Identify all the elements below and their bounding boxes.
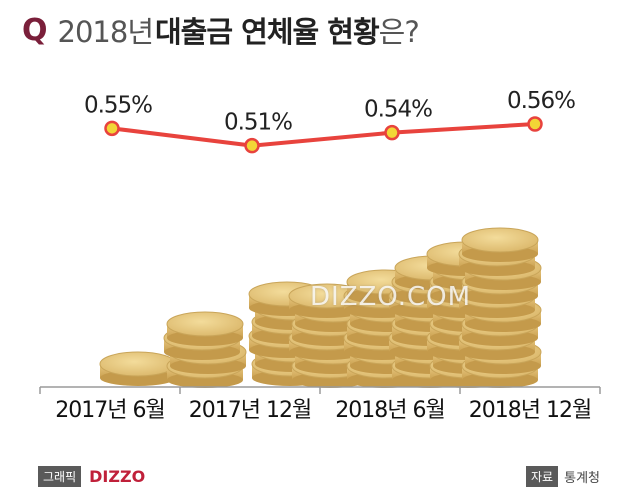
data-point <box>527 116 543 132</box>
data-label: 0.51% <box>224 110 292 136</box>
source-value: 통계청 <box>564 471 600 486</box>
q-mark: Q <box>22 12 48 48</box>
data-point <box>104 120 120 137</box>
x-tick-label: 2017년 12월 <box>188 398 312 423</box>
graphic-badge: 그래픽 <box>38 466 82 487</box>
chart-title: Q 2018년 대출금 연체율 현황 은? <box>22 8 420 52</box>
footer-source: 자료 통계청 <box>526 466 600 487</box>
x-tick-label: 2017년 6월 <box>55 398 165 423</box>
data-label: 0.55% <box>84 92 152 118</box>
watermark: DIZZO.COM <box>310 282 472 312</box>
x-tick-label: 2018년 12월 <box>468 398 592 423</box>
coin <box>166 311 244 346</box>
data-point <box>384 124 400 141</box>
title-question: 은? <box>378 15 420 49</box>
coin <box>99 351 177 386</box>
title-subject: 대출금 연체율 현황 <box>155 15 380 49</box>
series-line <box>111 122 536 148</box>
coin <box>461 227 539 262</box>
data-point <box>244 137 260 154</box>
coin-stacks-illustration <box>99 227 542 388</box>
footer-credit: 그래픽 DIZZO <box>38 466 145 487</box>
x-tick-label: 2018년 6월 <box>335 398 445 423</box>
data-label: 0.56% <box>507 88 575 114</box>
source-badge: 자료 <box>526 466 559 487</box>
title-year: 2018년 <box>57 15 154 49</box>
brand-logo: DIZZO <box>89 467 146 486</box>
data-label: 0.54% <box>364 97 432 123</box>
